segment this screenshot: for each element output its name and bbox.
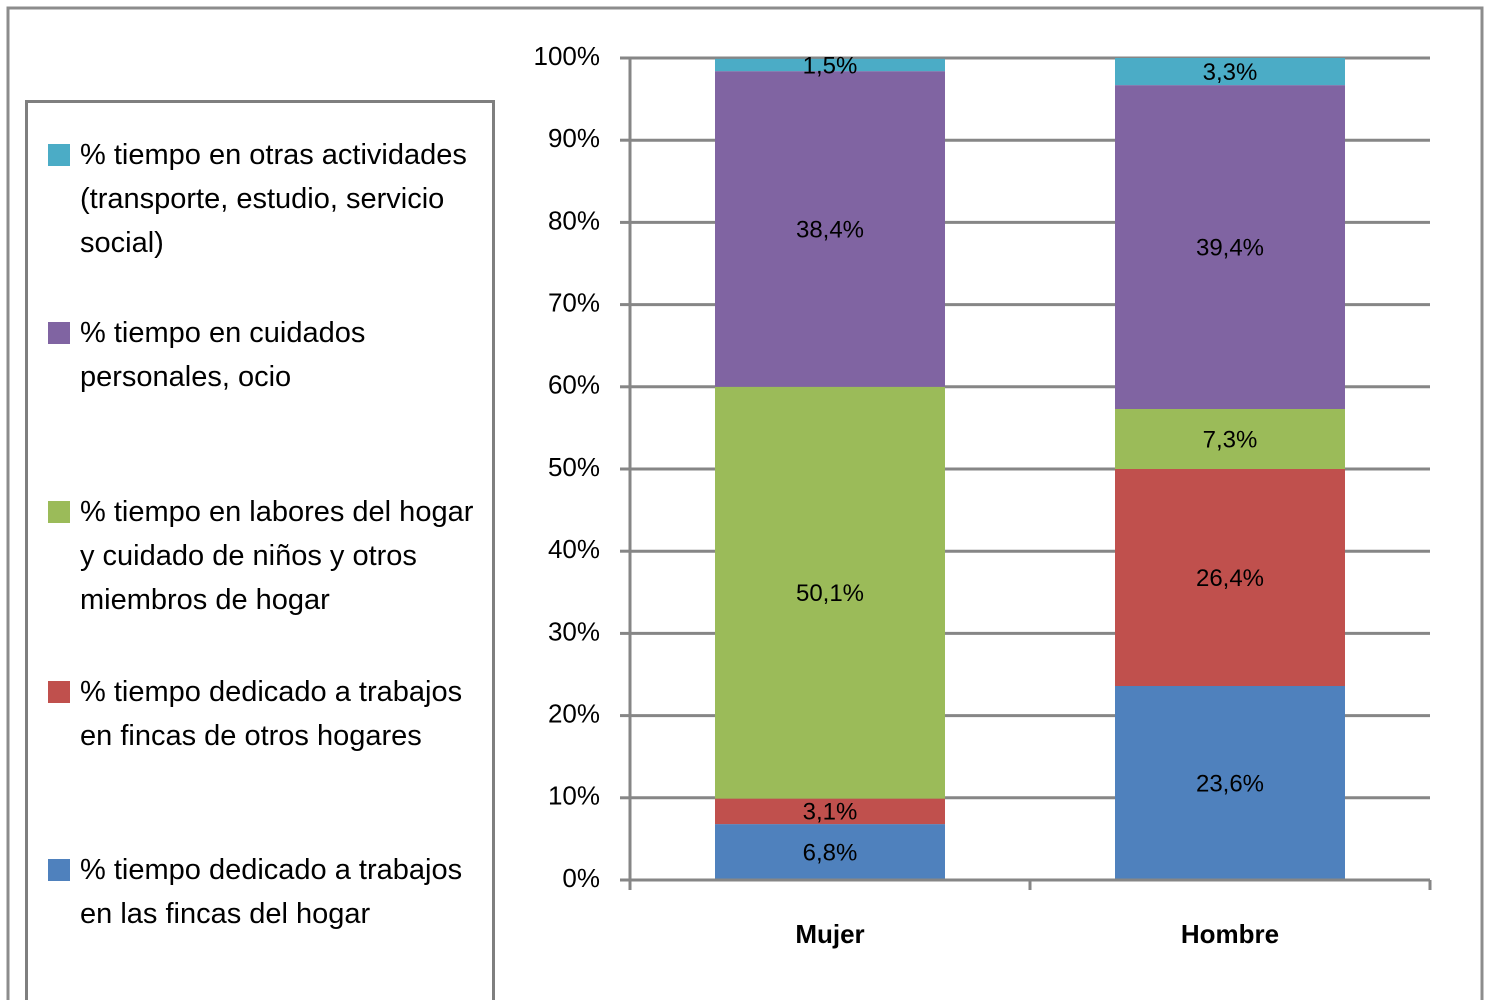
bar-segment <box>1115 85 1345 409</box>
bar-segment <box>715 386 945 799</box>
bar-segment <box>1115 408 1345 469</box>
legend-entry: % tiempo en cuidados personales, ocio <box>48 311 485 399</box>
data-label: 50,1% <box>796 580 864 607</box>
bar-segment <box>1115 58 1345 86</box>
legend-swatch <box>48 859 70 881</box>
y-tick-label: 50% <box>548 452 600 482</box>
legend-entry: % tiempo dedicado a trabajos en fincas d… <box>48 670 485 758</box>
y-tick-label: 90% <box>548 123 600 153</box>
bar-segment <box>715 824 945 880</box>
x-tick-label: Mujer <box>795 919 864 949</box>
x-tick-label: Hombre <box>1181 919 1279 949</box>
bar-segment <box>1115 686 1345 880</box>
legend-swatch <box>48 501 70 523</box>
y-tick-label: 70% <box>548 287 600 317</box>
bar-segment <box>715 798 945 825</box>
legend-entry: % tiempo en labores del hogar y cuidado … <box>48 490 485 622</box>
bar-segment <box>715 71 945 387</box>
data-label: 26,4% <box>1196 565 1264 592</box>
legend-swatch <box>48 144 70 166</box>
legend-swatch <box>48 322 70 344</box>
chart-frame <box>6 6 1484 1000</box>
bar-segment <box>1115 469 1345 687</box>
legend-label: % tiempo en otras actividades (transport… <box>80 139 467 259</box>
y-tick-label: 20% <box>548 698 600 728</box>
legend-label: % tiempo dedicado a trabajos en las finc… <box>80 854 463 930</box>
y-tick-label: 0% <box>562 863 600 893</box>
bar-segment <box>715 58 945 72</box>
y-tick-label: 40% <box>548 534 600 564</box>
legend-entry: % tiempo en otras actividades (transport… <box>48 133 485 265</box>
y-tick-label: 60% <box>548 370 600 400</box>
data-label: 3,3% <box>1203 59 1258 86</box>
legend-label: % tiempo en labores del hogar y cuidado … <box>80 496 474 616</box>
legend-label: % tiempo dedicado a trabajos en fincas d… <box>80 676 463 752</box>
legend-label: % tiempo en cuidados personales, ocio <box>80 317 366 393</box>
data-label: 3,1% <box>803 799 858 826</box>
data-label: 39,4% <box>1196 234 1264 261</box>
data-label: 7,3% <box>1203 426 1258 453</box>
y-tick-label: 80% <box>548 205 600 235</box>
legend-entry: % tiempo dedicado a trabajos en las finc… <box>48 848 485 936</box>
legend: % tiempo en otras actividades (transport… <box>25 100 495 1000</box>
y-tick-label: 30% <box>548 616 600 646</box>
data-label: 23,6% <box>1196 770 1264 797</box>
y-tick-label: 10% <box>548 781 600 811</box>
legend-swatch <box>48 681 70 703</box>
data-label: 38,4% <box>796 216 864 243</box>
data-label: 1,5% <box>803 52 858 79</box>
y-tick-label: 100% <box>534 41 601 71</box>
data-label: 6,8% <box>803 839 858 866</box>
